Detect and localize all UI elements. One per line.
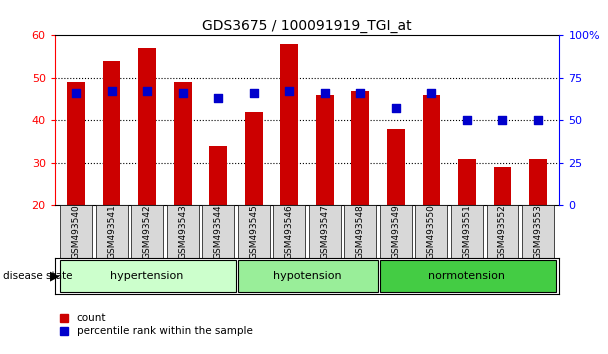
Text: GSM493540: GSM493540	[72, 205, 80, 259]
Text: GSM493549: GSM493549	[392, 205, 401, 259]
Title: GDS3675 / 100091919_TGI_at: GDS3675 / 100091919_TGI_at	[202, 19, 412, 33]
Text: GSM493546: GSM493546	[285, 205, 294, 259]
Bar	[494, 167, 511, 205]
Bar	[280, 44, 298, 205]
Bar	[174, 82, 192, 205]
Point	[249, 90, 258, 96]
FancyBboxPatch shape	[131, 205, 163, 258]
FancyBboxPatch shape	[380, 205, 412, 258]
Point	[533, 118, 543, 123]
Bar	[423, 95, 440, 205]
Bar	[387, 129, 405, 205]
Text: GSM493550: GSM493550	[427, 204, 436, 259]
Point	[213, 96, 223, 101]
Text: GSM493541: GSM493541	[107, 205, 116, 259]
Text: disease state: disease state	[3, 271, 72, 281]
Point	[356, 90, 365, 96]
FancyBboxPatch shape	[451, 205, 483, 258]
Text: GSM493553: GSM493553	[534, 204, 542, 259]
FancyBboxPatch shape	[380, 260, 556, 292]
Point	[142, 88, 152, 94]
FancyBboxPatch shape	[60, 260, 236, 292]
FancyBboxPatch shape	[60, 205, 92, 258]
Bar	[316, 95, 334, 205]
Point	[71, 90, 81, 96]
Bar	[529, 159, 547, 205]
Text: GSM493544: GSM493544	[213, 205, 223, 259]
Point	[320, 90, 330, 96]
Point	[462, 118, 472, 123]
Bar	[351, 91, 369, 205]
FancyBboxPatch shape	[522, 205, 554, 258]
Text: GSM493551: GSM493551	[463, 204, 471, 259]
Text: GSM493547: GSM493547	[320, 205, 330, 259]
Bar	[138, 48, 156, 205]
Text: GSM493542: GSM493542	[143, 205, 151, 259]
FancyBboxPatch shape	[309, 205, 341, 258]
Text: GSM493552: GSM493552	[498, 205, 507, 259]
Bar	[458, 159, 476, 205]
Text: GSM493548: GSM493548	[356, 205, 365, 259]
FancyBboxPatch shape	[344, 205, 376, 258]
Bar	[209, 146, 227, 205]
Point	[391, 105, 401, 111]
Bar	[67, 82, 85, 205]
FancyBboxPatch shape	[167, 205, 199, 258]
Text: GSM493543: GSM493543	[178, 205, 187, 259]
Point	[427, 90, 437, 96]
Point	[285, 88, 294, 94]
Text: hypertension: hypertension	[111, 271, 184, 281]
FancyBboxPatch shape	[202, 205, 234, 258]
Text: ▶: ▶	[50, 270, 60, 282]
Text: hypotension: hypotension	[273, 271, 341, 281]
Text: GSM493545: GSM493545	[249, 205, 258, 259]
Point	[497, 118, 507, 123]
Text: normotension: normotension	[429, 271, 505, 281]
FancyBboxPatch shape	[238, 205, 270, 258]
Point	[178, 90, 187, 96]
FancyBboxPatch shape	[95, 205, 128, 258]
Point	[107, 88, 117, 94]
Legend: count, percentile rank within the sample: count, percentile rank within the sample	[60, 313, 252, 336]
FancyBboxPatch shape	[273, 205, 305, 258]
Bar	[245, 112, 263, 205]
Bar	[103, 61, 120, 205]
FancyBboxPatch shape	[486, 205, 519, 258]
FancyBboxPatch shape	[415, 205, 447, 258]
FancyBboxPatch shape	[238, 260, 378, 292]
